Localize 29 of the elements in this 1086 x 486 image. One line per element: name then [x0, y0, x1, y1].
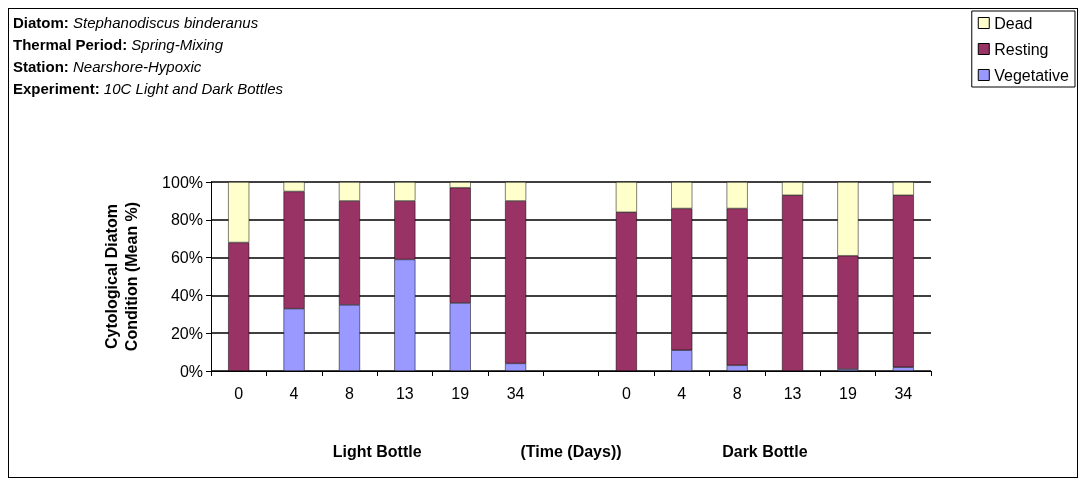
x-tick-label: 34 [506, 384, 525, 402]
x-tick-label: 4 [289, 384, 299, 402]
y-tick-label: 40% [170, 286, 203, 304]
text: Station: Nearshore-Hypoxic [13, 58, 202, 75]
x-tick-label: 8 [345, 384, 355, 402]
x-tick-label: 4 [677, 384, 687, 402]
y-axis-title: Cytological Diatom Condition (Mean %) [102, 201, 140, 352]
text: Dark Bottle [722, 442, 808, 460]
text: Thermal Period: Spring-Mixing [13, 36, 224, 53]
x-tick-label: 34 [894, 384, 913, 402]
legend-label: Resting [994, 40, 1049, 58]
x-tick-label: 8 [732, 384, 742, 402]
y-tick-label: 0% [179, 362, 203, 380]
text: Diatom: Stephanodiscus binderanus [13, 14, 259, 31]
legend-label: Vegetative [994, 66, 1070, 84]
text: Light Bottle [332, 442, 422, 460]
x-axis-title: (Time (Days)) [520, 442, 622, 460]
text: Experiment: 10C Light and Dark Bottles [13, 80, 284, 97]
x-tick-label: 19 [839, 384, 857, 402]
x-tick-label: 19 [451, 384, 470, 402]
y-tick-label: 60% [170, 249, 203, 267]
y-tick-label: 100% [162, 173, 203, 191]
x-tick-label: 0 [234, 384, 244, 402]
x-tick-label: 13 [395, 384, 414, 402]
y-tick-label: 20% [170, 324, 203, 342]
y-tick-label: 80% [170, 211, 203, 229]
x-tick-label: 13 [783, 384, 802, 402]
legend-label: Dead [994, 14, 1033, 32]
x-tick-label: 0 [621, 384, 631, 402]
